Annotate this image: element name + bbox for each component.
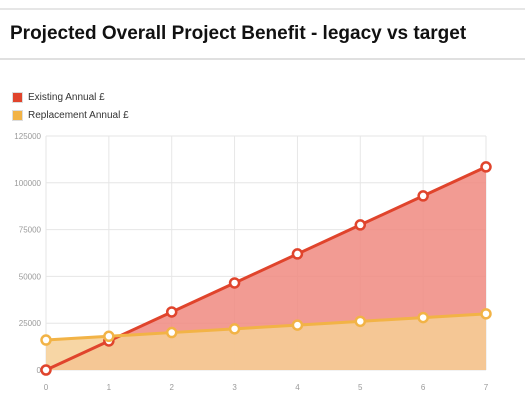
x-tick-label: 3 xyxy=(232,383,237,392)
replacement-point xyxy=(480,308,492,320)
existing-point xyxy=(354,219,367,231)
y-tick-label: 0 xyxy=(37,366,42,375)
x-tick-label: 4 xyxy=(295,383,300,392)
x-tick-label: 1 xyxy=(107,383,112,392)
x-tick-label: 2 xyxy=(169,383,174,392)
replacement-point xyxy=(417,311,429,324)
x-tick-label: 0 xyxy=(44,383,49,392)
x-tick-label: 7 xyxy=(484,383,489,392)
page-title: Projected Overall Project Benefit - lega… xyxy=(10,23,467,44)
top-divider xyxy=(0,8,525,10)
legend-item-replacement[interactable]: Replacement Annual £ xyxy=(12,107,129,123)
replacement-area xyxy=(46,313,486,370)
replacement-line xyxy=(45,312,487,342)
existing-point xyxy=(40,364,52,376)
y-tick-label: 50000 xyxy=(19,272,42,281)
y-tick-label: 25000 xyxy=(19,319,42,328)
y-tick-label: 125000 xyxy=(14,132,41,141)
legend-item-existing[interactable]: Existing Annual £ xyxy=(12,89,129,105)
existing-point xyxy=(165,306,178,318)
chart-legend: Existing Annual £ Replacement Annual £ xyxy=(12,89,129,125)
x-tick-label: 5 xyxy=(358,383,363,392)
legend-label-replacement: Replacement Annual £ xyxy=(28,109,129,121)
replacement-point xyxy=(165,326,178,339)
existing-point xyxy=(291,248,304,260)
replacement-point xyxy=(354,315,367,328)
replacement-point xyxy=(228,323,241,335)
y-tick-label: 100000 xyxy=(14,179,41,188)
x-tick-label: 6 xyxy=(421,383,426,392)
title-divider xyxy=(0,58,525,60)
legend-swatch-existing xyxy=(12,91,23,103)
legend-swatch-replacement xyxy=(12,109,23,121)
y-tick-label: 75000 xyxy=(19,226,42,235)
legend-label-existing: Existing Annual £ xyxy=(28,91,105,103)
existing-point xyxy=(417,190,429,202)
replacement-point xyxy=(40,334,52,346)
existing-point xyxy=(228,277,241,289)
replacement-point xyxy=(103,330,115,343)
replacement-point xyxy=(291,319,304,331)
existing-point xyxy=(480,161,492,173)
